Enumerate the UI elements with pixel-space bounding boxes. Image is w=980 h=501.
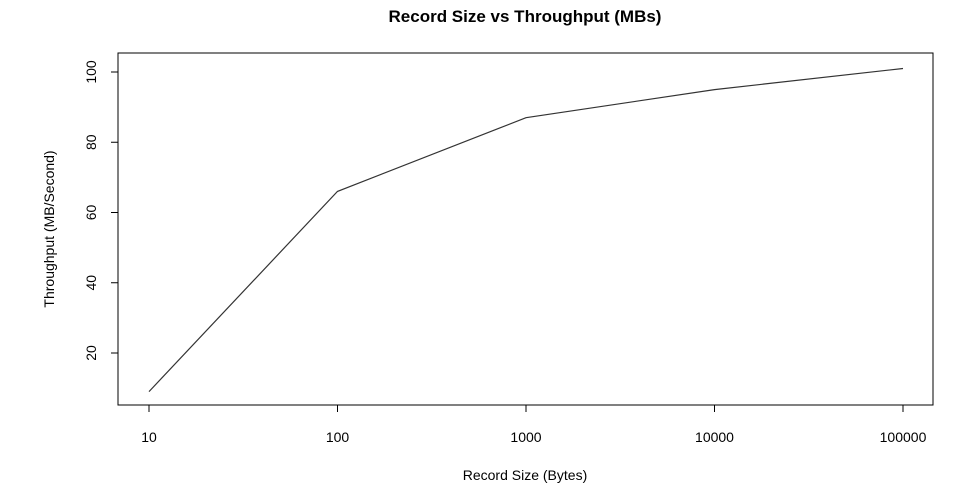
chart-title: Record Size vs Throughput (MBs): [389, 7, 662, 26]
y-tick-label: 80: [83, 134, 99, 150]
x-axis: 10 100 1000 10000 100000: [141, 405, 927, 445]
y-tick-label: 20: [83, 345, 99, 361]
y-axis-label: Throughput (MB/Second): [41, 150, 57, 307]
x-tick-label: 100000: [880, 429, 927, 445]
x-tick-label: 10: [141, 429, 157, 445]
plot-area: [117, 52, 934, 406]
y-tick-label: 100: [83, 60, 99, 84]
x-tick-label: 1000: [510, 429, 541, 445]
x-tick-label: 10000: [695, 429, 734, 445]
x-axis-label: Record Size (Bytes): [463, 467, 587, 483]
y-tick-label: 60: [83, 205, 99, 221]
series-layer: [148, 67, 904, 393]
series-line: [148, 67, 904, 393]
x-tick-label: 100: [326, 429, 350, 445]
y-tick-label: 40: [83, 275, 99, 291]
y-axis: 20 40 60 80 100: [83, 60, 118, 361]
